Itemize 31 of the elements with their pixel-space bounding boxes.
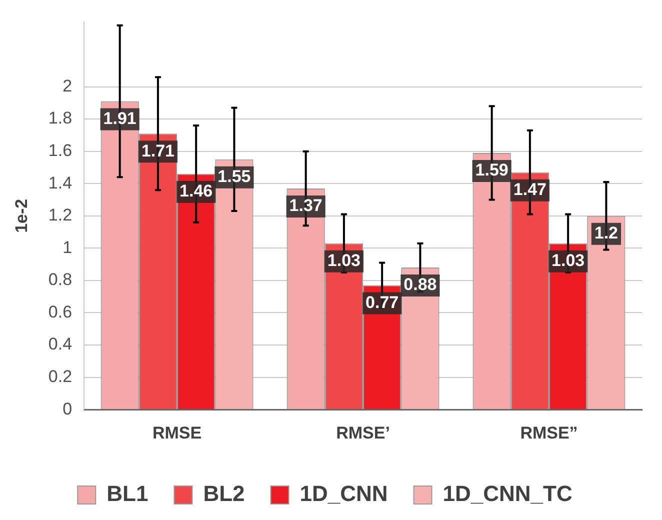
y-tick-label: 2 bbox=[62, 76, 72, 96]
data-label: 1.55 bbox=[218, 167, 251, 186]
data-label: 1.46 bbox=[180, 182, 213, 201]
y-tick-label: 0 bbox=[62, 399, 72, 418]
data-label: 1.2 bbox=[594, 224, 618, 243]
legend-label: BL2 bbox=[203, 481, 245, 506]
y-tick-label: 0.8 bbox=[48, 270, 72, 290]
y-tick-label: 1.8 bbox=[48, 108, 72, 128]
data-label: 0.77 bbox=[366, 292, 399, 312]
y-tick-label: 1.4 bbox=[48, 173, 72, 192]
y-tick-label: 1.2 bbox=[48, 206, 72, 225]
data-label: 0.88 bbox=[404, 275, 437, 294]
data-label: 1.71 bbox=[141, 141, 175, 160]
y-tick-label: 0.6 bbox=[48, 302, 72, 322]
x-tick-label: RMSE’ bbox=[336, 423, 390, 442]
y-tick-label: 0.4 bbox=[48, 334, 72, 354]
data-label: 1.47 bbox=[513, 180, 546, 200]
data-label: 1.03 bbox=[552, 251, 585, 270]
data-label: 1.59 bbox=[475, 160, 508, 180]
legend-label: 1D_CNN_TC bbox=[442, 481, 572, 506]
legend-label: 1D_CNN bbox=[300, 481, 388, 506]
legend-label: BL1 bbox=[106, 481, 148, 506]
y-tick-label: 1.6 bbox=[48, 141, 72, 160]
y-tick-label: 0.2 bbox=[48, 367, 72, 386]
data-label: 1.37 bbox=[289, 196, 322, 216]
data-label: 1.91 bbox=[103, 108, 136, 128]
data-label: 1.03 bbox=[327, 251, 360, 270]
y-axis-title: 1e-2 bbox=[12, 198, 31, 233]
x-tick-label: RMSE” bbox=[520, 423, 578, 442]
x-tick-label: RMSE bbox=[152, 423, 202, 442]
y-tick-label: 1 bbox=[62, 238, 72, 257]
